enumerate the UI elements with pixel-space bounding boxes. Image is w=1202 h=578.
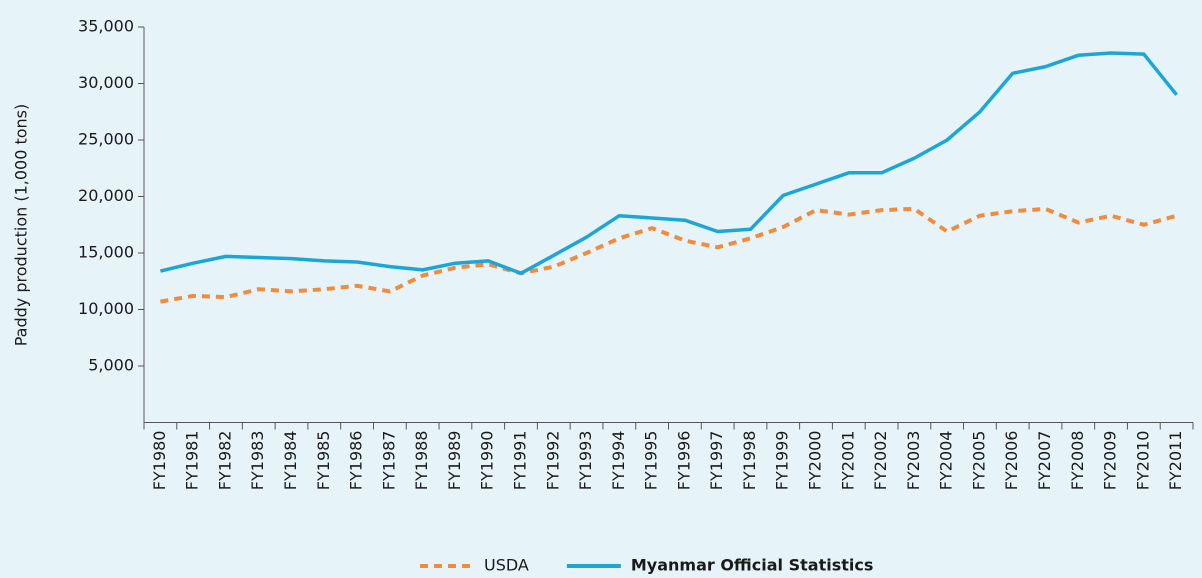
x-tick-label: FY1992 [543, 431, 562, 491]
y-tick-label: 15,000 [78, 243, 134, 262]
x-tick-label: FY1993 [576, 431, 595, 491]
y-tick-label: 25,000 [78, 130, 134, 149]
y-tick-label: 10,000 [78, 299, 134, 318]
x-tick-label: FY2010 [1133, 431, 1152, 491]
x-tick-label: FY2009 [1101, 431, 1120, 491]
x-tick-label: FY2004 [937, 431, 956, 491]
x-tick-label: FY1994 [609, 431, 628, 491]
x-tick-label: FY1997 [707, 431, 726, 491]
x-tick-label: FY1987 [379, 431, 398, 491]
x-tick-label: FY1984 [281, 431, 300, 491]
x-tick-label: FY1983 [248, 431, 267, 491]
x-tick-label: FY2011 [1166, 431, 1185, 491]
x-tick-label: FY1988 [412, 431, 431, 491]
x-tick-label: FY1982 [215, 431, 234, 491]
x-tick-label: FY1991 [510, 431, 529, 491]
y-tick-label: 20,000 [78, 186, 134, 205]
x-tick-label: FY2000 [806, 431, 825, 491]
line-series [159, 51, 1178, 276]
x-tick-label: FY1995 [642, 431, 661, 491]
x-tick-label: FY2001 [838, 431, 857, 491]
x-tick-label: FY1998 [740, 431, 759, 491]
y-tick-label: 5,000 [88, 356, 134, 375]
x-tick-label: FY2003 [904, 431, 923, 491]
legend-label: USDA [484, 556, 529, 575]
x-tick-label: FY1981 [183, 431, 202, 491]
y-tick-label: 30,000 [78, 73, 134, 92]
x-tick-label: FY2002 [871, 431, 890, 491]
x-tick-label: FY1999 [773, 431, 792, 491]
line-series [160, 206, 1178, 304]
x-tick-label: FY1985 [314, 431, 333, 491]
x-tick-label: FY1989 [445, 431, 464, 491]
x-tick-label: FY1986 [347, 431, 366, 491]
y-axis-label: Paddy production (1,000 tons) [12, 104, 31, 347]
x-tick-label: FY2006 [1002, 431, 1021, 491]
x-tick-label: FY2008 [1068, 431, 1087, 491]
x-tick-label: FY1980 [150, 431, 169, 491]
legend-label: Myanmar Official Statistics [631, 556, 874, 575]
x-tick-label: FY2005 [969, 431, 988, 491]
x-tick-label: FY2007 [1035, 431, 1054, 491]
x-tick-label: FY1990 [478, 431, 497, 491]
x-tick-label: FY1996 [674, 431, 693, 491]
y-tick-label: 35,000 [78, 17, 134, 36]
